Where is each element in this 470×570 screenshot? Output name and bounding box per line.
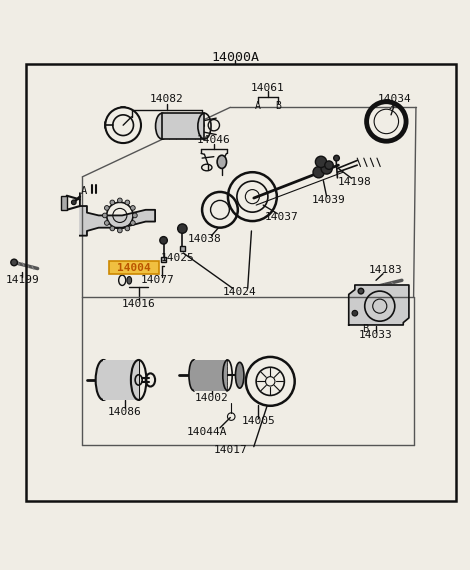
Text: 14002: 14002 [195, 393, 228, 403]
Circle shape [110, 226, 115, 231]
Circle shape [104, 206, 109, 210]
Ellipse shape [189, 360, 198, 390]
Circle shape [118, 228, 122, 233]
Text: 14004: 14004 [117, 263, 151, 272]
Text: 14044A: 14044A [187, 426, 227, 437]
Circle shape [325, 161, 333, 169]
Ellipse shape [96, 360, 111, 400]
Bar [103, 360, 139, 400]
Circle shape [131, 221, 135, 225]
Text: 14016: 14016 [122, 299, 156, 309]
Circle shape [160, 237, 167, 244]
Circle shape [315, 156, 327, 168]
Text: 14199: 14199 [5, 275, 39, 286]
Circle shape [133, 213, 137, 218]
Bar [194, 360, 227, 390]
Circle shape [71, 200, 76, 205]
Ellipse shape [156, 113, 169, 139]
Text: 14024: 14024 [223, 287, 257, 297]
Text: A: A [255, 101, 260, 111]
Circle shape [358, 288, 364, 294]
Text: 14005: 14005 [242, 416, 275, 426]
Circle shape [321, 163, 332, 174]
Text: 14000A: 14000A [211, 51, 259, 63]
Bar [162, 113, 204, 139]
Text: 14046: 14046 [197, 135, 231, 145]
Bar [61, 196, 67, 210]
Circle shape [352, 311, 358, 316]
Ellipse shape [235, 363, 244, 388]
Text: 14038: 14038 [188, 234, 221, 245]
Circle shape [313, 166, 324, 178]
Text: 14198: 14198 [338, 177, 372, 186]
Text: 14037: 14037 [265, 212, 299, 222]
FancyBboxPatch shape [109, 261, 159, 274]
Circle shape [118, 198, 122, 203]
Text: 14183: 14183 [368, 265, 402, 275]
Text: 14033: 14033 [359, 330, 393, 340]
Circle shape [178, 224, 187, 233]
Circle shape [125, 226, 130, 231]
Text: 14025: 14025 [161, 253, 195, 263]
Text: 14061: 14061 [251, 83, 285, 92]
Text: 14039: 14039 [312, 196, 346, 205]
Circle shape [125, 200, 130, 205]
Polygon shape [349, 285, 409, 325]
Circle shape [131, 206, 135, 210]
Text: B: B [362, 324, 369, 333]
Text: B: B [275, 101, 281, 111]
Text: A: A [80, 186, 87, 196]
Bar [180, 246, 185, 251]
Text: 14082: 14082 [150, 95, 184, 104]
Circle shape [11, 259, 17, 266]
Circle shape [102, 213, 107, 218]
Text: 14086: 14086 [108, 407, 141, 417]
Text: 14077: 14077 [141, 275, 174, 286]
Circle shape [334, 155, 339, 161]
Polygon shape [80, 193, 155, 235]
Ellipse shape [217, 155, 227, 169]
Ellipse shape [127, 276, 132, 284]
Text: 14034: 14034 [378, 95, 412, 104]
Circle shape [110, 200, 115, 205]
Circle shape [104, 221, 109, 225]
Text: 14017: 14017 [213, 445, 247, 455]
Bar [161, 257, 166, 262]
